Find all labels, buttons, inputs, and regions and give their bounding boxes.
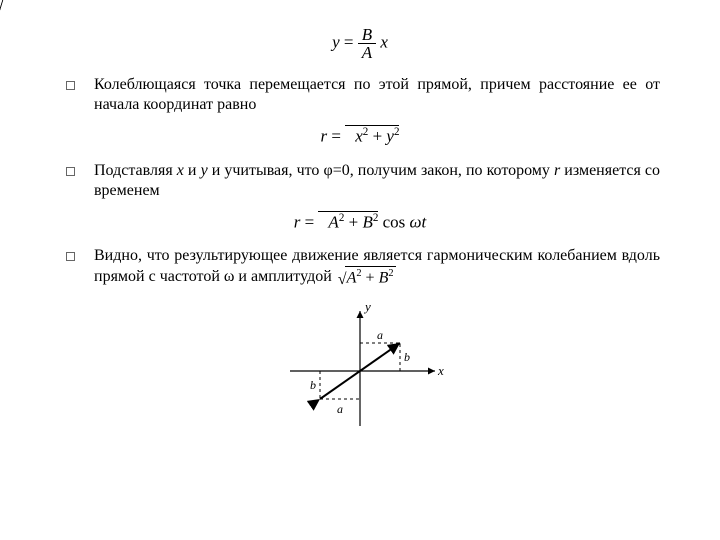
f3-omega: ω: [410, 212, 422, 231]
bullet-1-text: Колеблющаяся точка перемещается по этой …: [94, 76, 660, 113]
f2-x: x: [355, 127, 363, 146]
sqrt-icon: √: [338, 271, 347, 288]
svg-text:b: b: [404, 350, 410, 364]
sqrt-icon: √: [0, 0, 3, 18]
svg-text:y: y: [363, 299, 371, 314]
f1-den: A: [358, 44, 376, 61]
f3-B: B: [362, 212, 372, 231]
b2-x: x: [177, 162, 184, 179]
f1-num: B: [358, 26, 376, 44]
inl-plus: +: [362, 270, 379, 287]
bullet-list-2: Подставляя x и y и учитывая, что φ=0, по…: [60, 161, 660, 201]
f3-radicand: A2 + B2: [318, 211, 378, 233]
f3-A: A: [328, 212, 338, 231]
bullet-3: Видно, что результирующее движение являе…: [60, 246, 660, 288]
formula-y-eq-bax: y = BA x: [60, 26, 660, 61]
svg-text:b: b: [310, 378, 316, 392]
svg-text:x: x: [437, 363, 444, 378]
svg-text:a: a: [377, 328, 383, 342]
diagram-svg: xyabba: [275, 299, 445, 429]
inl-B: B: [379, 270, 389, 287]
inline-amplitude: √A2 + B2: [336, 268, 396, 285]
f1-fraction: BA: [358, 26, 376, 61]
f3-expB: 2: [373, 212, 379, 224]
f3-plus: +: [344, 212, 362, 231]
b2-a: Подставляя: [94, 162, 177, 179]
inl-A: A: [347, 270, 357, 287]
b2-c: и учитывая, что φ=0, получим закон, по к…: [208, 162, 554, 179]
bullet-1: Колеблющаяся точка перемещается по этой …: [60, 75, 660, 115]
b2-y: y: [201, 162, 208, 179]
f2-exp2: 2: [394, 126, 400, 138]
f1-eq: =: [340, 32, 358, 51]
formula-r-sqrt-xy: r = √x2 + y2: [60, 125, 660, 147]
bullet-2: Подставляя x и y и учитывая, что φ=0, по…: [60, 161, 660, 201]
f2-radicand: x2 + y2: [345, 125, 399, 147]
f1-tail: x: [376, 32, 388, 51]
f3-t: t: [422, 212, 427, 231]
f2-y: y: [386, 127, 394, 146]
xy-diagram: xyabba: [60, 299, 660, 434]
bullet-list: Колеблющаяся точка перемещается по этой …: [60, 75, 660, 115]
inl-expB: 2: [388, 268, 393, 279]
f2-plus: +: [368, 127, 386, 146]
bullet-list-3: Видно, что результирующее движение являе…: [60, 246, 660, 288]
f3-cos: cos: [378, 212, 409, 231]
f3-eq: =: [300, 212, 318, 231]
f2-eq: =: [327, 127, 345, 146]
f1-lhs: y: [332, 32, 340, 51]
page: y = BA x Колеблющаяся точка перемещается…: [0, 0, 720, 454]
svg-text:a: a: [337, 402, 343, 416]
formula-r-sqrt-ab-cos: r = √A2 + B2 cos ωt: [60, 211, 660, 233]
b2-b: и: [184, 162, 201, 179]
